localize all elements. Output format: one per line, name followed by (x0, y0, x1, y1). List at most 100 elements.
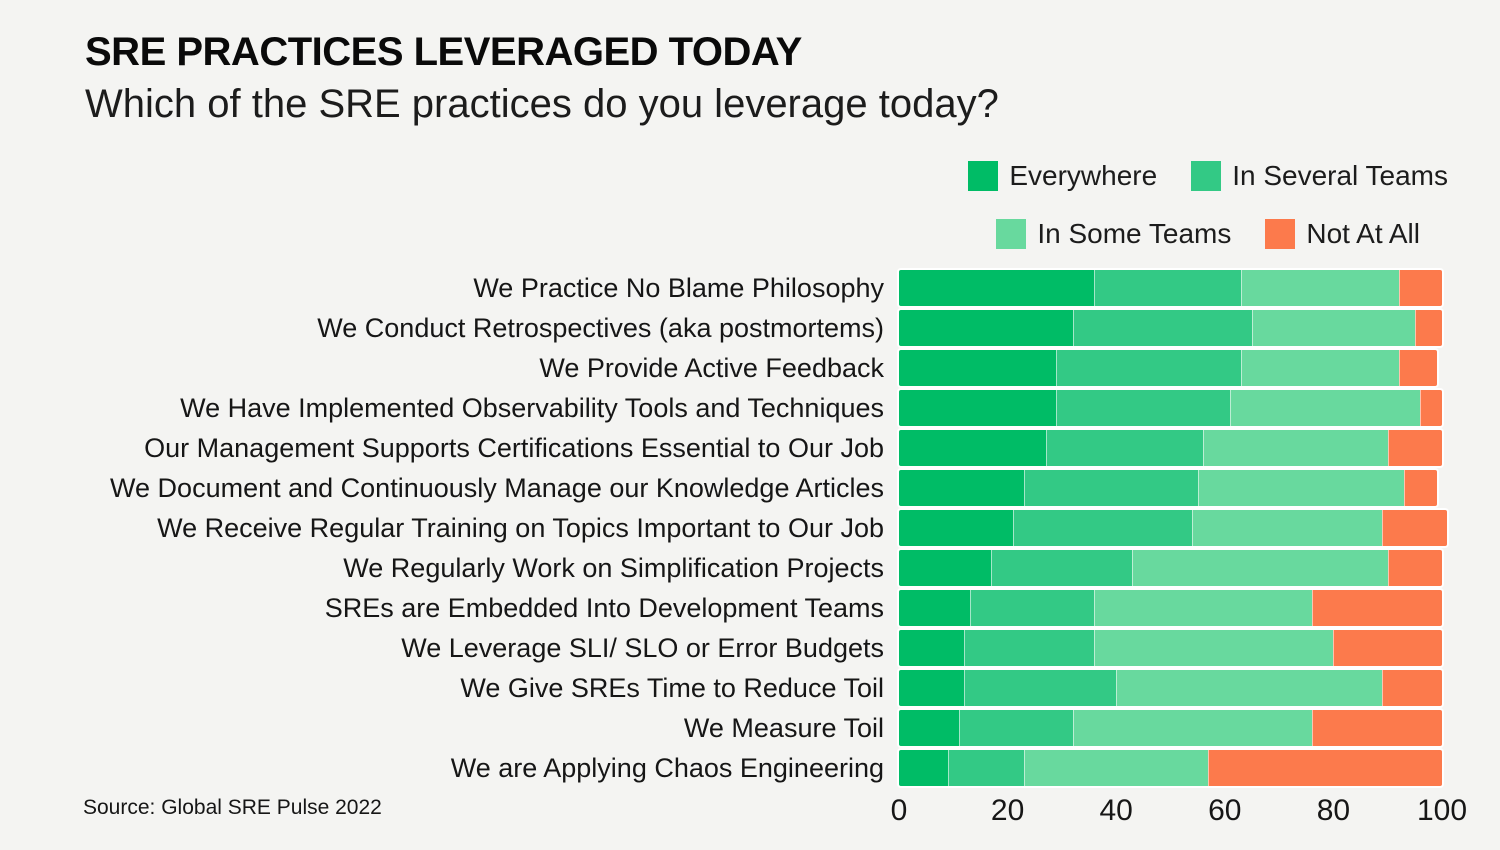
bar-segment-in-several-teams (958, 710, 1073, 746)
stacked-bar (899, 630, 1442, 666)
bar-row: We Have Implemented Observability Tools … (0, 388, 1500, 428)
bar-segment-not-at-all (1387, 430, 1442, 466)
stacked-bar (899, 390, 1442, 426)
category-label: We Provide Active Feedback (539, 352, 884, 383)
bar-segment-in-some-teams (1132, 550, 1388, 586)
legend-item-in_some_teams: In Some Teams (996, 218, 1231, 250)
legend-label: In Some Teams (1037, 218, 1232, 249)
stacked-bar (899, 710, 1442, 746)
page-title: SRE PRACTICES LEVERAGED TODAY (85, 30, 802, 74)
stacked-bar (899, 750, 1442, 786)
bar-segment-in-some-teams (1203, 430, 1388, 466)
bar-segment-in-several-teams (1023, 470, 1198, 506)
stacked-bar (899, 430, 1442, 466)
bar-row: We Provide Active Feedback (0, 348, 1500, 388)
x-axis-tick-40: 40 (1099, 794, 1133, 827)
bar-row: SREs are Embedded Into Development Teams (0, 588, 1500, 628)
bar-segment-everywhere (899, 710, 959, 746)
legend-label: In Several Teams (1232, 160, 1448, 191)
bar-segment-in-several-teams (964, 670, 1117, 706)
legend-item-in_several_teams: In Several Teams (1191, 160, 1448, 192)
bar-segment-in-some-teams (1192, 510, 1383, 546)
bar-segment-everywhere (899, 310, 1073, 346)
bar-segment-not-at-all (1311, 710, 1442, 746)
bar-segment-in-some-teams (1094, 590, 1312, 626)
bar-segment-not-at-all (1387, 550, 1442, 586)
x-axis-tick-0: 0 (890, 794, 908, 827)
stacked-bar (899, 350, 1437, 386)
bar-row: We Give SREs Time to Reduce Toil (0, 668, 1500, 708)
bar-segment-everywhere (899, 270, 1095, 306)
bar-segment-in-several-teams (991, 550, 1133, 586)
bar-row: We Conduct Retrospectives (aka postmorte… (0, 308, 1500, 348)
bar-segment-not-at-all (1208, 750, 1442, 786)
category-label: We Practice No Blame Philosophy (473, 272, 884, 303)
bar-segment-everywhere (899, 750, 948, 786)
bar-segment-in-some-teams (1023, 750, 1209, 786)
bar-segment-in-some-teams (1116, 670, 1383, 706)
stacked-bar (899, 670, 1442, 706)
bar-segment-in-some-teams (1241, 270, 1399, 306)
category-label: We Document and Continuously Manage our … (110, 472, 884, 503)
x-axis-tick-20: 20 (990, 794, 1025, 827)
x-axis-tick-100: 100 (1416, 794, 1468, 827)
bar-segment-everywhere (899, 350, 1057, 386)
bar-segment-in-several-teams (969, 590, 1095, 626)
bar-segment-everywhere (899, 470, 1024, 506)
category-label: SREs are Embedded Into Development Teams (324, 592, 884, 623)
bar-segment-not-at-all (1414, 310, 1442, 346)
bar-segment-not-at-all (1333, 630, 1442, 666)
category-label: We Measure Toil (683, 712, 884, 743)
bar-segment-not-at-all (1311, 590, 1442, 626)
bar-segment-in-several-teams (1056, 390, 1231, 426)
stacked-bar (899, 310, 1442, 346)
bar-segment-in-some-teams (1251, 310, 1415, 346)
bar-row: We Leverage SLI/ SLO or Error Budgets (0, 628, 1500, 668)
bar-segment-everywhere (899, 630, 965, 666)
bar-segment-everywhere (899, 510, 1014, 546)
stacked-bar (899, 550, 1442, 586)
legend-label: Not At All (1306, 218, 1420, 249)
bar-row: We Receive Regular Training on Topics Im… (0, 508, 1500, 548)
bar-row: We are Applying Chaos Engineering (0, 748, 1500, 788)
category-label: We Receive Regular Training on Topics Im… (157, 512, 884, 543)
bar-segment-in-several-teams (1013, 510, 1193, 546)
bar-segment-everywhere (899, 430, 1046, 466)
legend-swatch-icon (1265, 219, 1296, 249)
category-label: We Regularly Work on Simplification Proj… (343, 552, 884, 583)
source-note: Source: Global SRE Pulse 2022 (83, 796, 382, 819)
legend-swatch-icon (1191, 161, 1222, 191)
bar-row: We Practice No Blame Philosophy (0, 268, 1500, 308)
bar-row: Our Management Supports Certifications E… (0, 428, 1500, 468)
bar-segment-in-several-teams (964, 630, 1095, 666)
bar-segment-in-several-teams (1072, 310, 1252, 346)
bar-segment-in-several-teams (1045, 430, 1204, 466)
category-label: Our Management Supports Certifications E… (144, 432, 884, 463)
stacked-bar (899, 470, 1437, 506)
bar-segment-in-several-teams (947, 750, 1024, 786)
page-subtitle: Which of the SRE practices do you levera… (85, 82, 999, 126)
bar-segment-not-at-all (1398, 270, 1442, 306)
legend-row-1: Everywhere In Several Teams (968, 160, 1448, 192)
stacked-bar (899, 590, 1442, 626)
bar-segment-in-several-teams (1094, 270, 1242, 306)
bar-segment-everywhere (899, 390, 1057, 426)
bar-segment-in-some-teams (1197, 470, 1404, 506)
stacked-bar (899, 510, 1448, 546)
bar-segment-not-at-all (1403, 470, 1437, 506)
legend-item-everywhere: Everywhere (968, 160, 1157, 192)
chart-legend: Everywhere In Several Teams In Some Teams N… (968, 160, 1448, 250)
category-label: We are Applying Chaos Engineering (450, 752, 884, 783)
legend-label: Everywhere (1009, 160, 1158, 191)
bar-segment-not-at-all (1382, 510, 1448, 546)
bar-segment-in-some-teams (1241, 350, 1399, 386)
bar-segment-not-at-all (1420, 390, 1442, 426)
x-axis-tick-60: 60 (1208, 794, 1242, 827)
bar-segment-not-at-all (1398, 350, 1437, 386)
legend-swatch-icon (996, 219, 1027, 249)
stacked-bar (899, 270, 1442, 306)
legend-swatch-icon (968, 161, 999, 191)
category-label: We Leverage SLI/ SLO or Error Budgets (401, 632, 884, 663)
bar-row: We Document and Continuously Manage our … (0, 468, 1500, 508)
